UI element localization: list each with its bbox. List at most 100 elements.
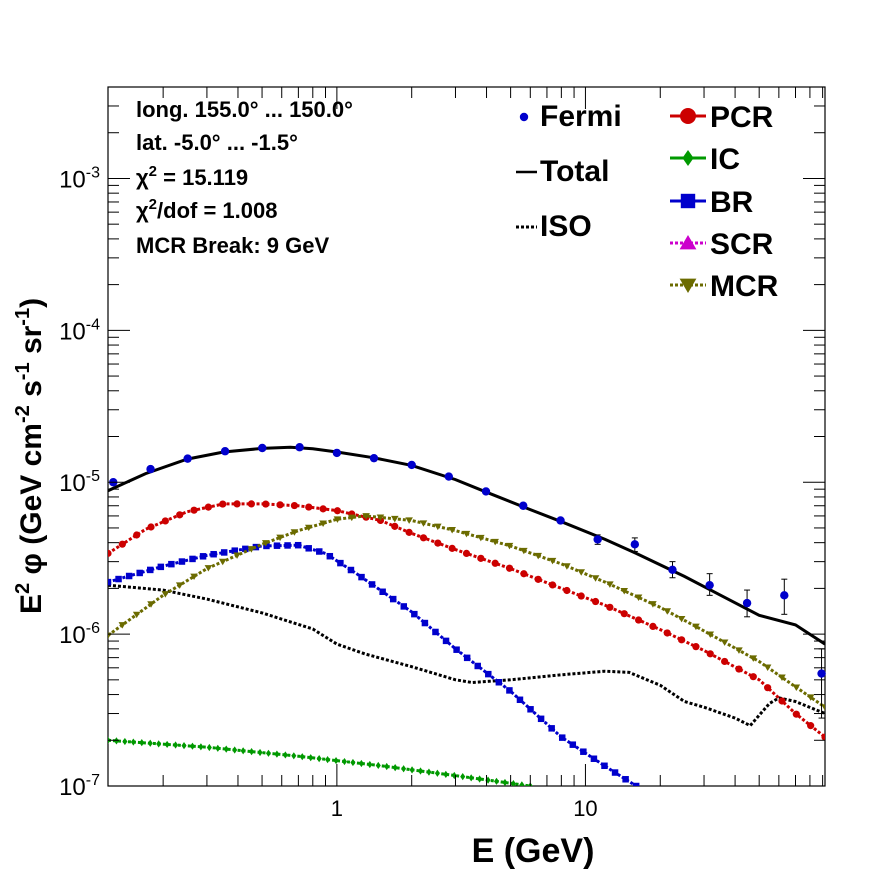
- series-marker-br: [421, 619, 429, 627]
- legend-item-mcr: MCR: [670, 270, 779, 303]
- series-marker-br: [601, 762, 608, 770]
- series-marker-br: [537, 715, 545, 723]
- series-marker-ic: [232, 746, 238, 754]
- series-marker-mcr: [591, 575, 600, 582]
- series-marker-br: [147, 566, 154, 574]
- series-marker-ic: [426, 768, 432, 776]
- series-marker-mcr: [304, 524, 313, 532]
- series-marker-mcr: [333, 516, 342, 523]
- fermi-point: [556, 516, 565, 525]
- series-marker-ic: [299, 753, 305, 761]
- series-marker-br: [548, 725, 555, 732]
- legend-label: Total: [540, 155, 609, 188]
- legend-marker: [679, 235, 697, 250]
- fermi-point: [332, 448, 342, 458]
- fermi-marker: [258, 443, 267, 453]
- series-marker-br: [442, 637, 450, 645]
- series-marker-mcr: [778, 674, 786, 681]
- series-marker-ic: [477, 775, 483, 783]
- series-marker-br: [284, 542, 291, 549]
- series-marker-ic: [502, 778, 508, 786]
- series-mcr: [108, 513, 825, 711]
- y-tick-label: 10-3: [59, 164, 100, 193]
- series-marker-mcr: [376, 514, 385, 522]
- legend-marker: [682, 150, 694, 166]
- series-marker-ic: [367, 760, 373, 769]
- series-marker-pcr: [147, 523, 155, 531]
- series-marker-br: [242, 545, 249, 553]
- series-marker-ic: [147, 739, 153, 747]
- series-marker-ic: [274, 750, 280, 758]
- series-marker-pcr: [735, 665, 743, 673]
- y-tick-label: 10-4: [59, 316, 100, 345]
- series-marker-pcr: [706, 650, 714, 658]
- series-marker-mcr: [132, 611, 141, 619]
- series-marker-mcr: [720, 639, 729, 646]
- series-marker-pcr: [721, 657, 729, 666]
- series-marker-br: [516, 696, 524, 704]
- fermi-point: [630, 537, 640, 552]
- fermi-marker: [630, 540, 640, 549]
- series-marker-mcr: [749, 655, 758, 662]
- series-marker-br: [231, 547, 239, 554]
- series-marker-pcr: [692, 643, 700, 651]
- series-marker-mcr: [491, 538, 499, 546]
- series-marker-br: [220, 549, 228, 556]
- info-box: long. 155.0° ... 150.0° lat. -5.0° ... -1…: [136, 97, 353, 258]
- series-br: [108, 541, 640, 786]
- series-marker-ic: [443, 770, 449, 778]
- y-tick-exponent: -7: [86, 772, 100, 789]
- legend-marker: [519, 112, 529, 122]
- fermi-point: [481, 487, 491, 496]
- series-marker-ic: [206, 743, 212, 752]
- fermi-marker: [220, 447, 230, 456]
- series-marker-mcr: [649, 601, 657, 608]
- x-tick-label: 10: [573, 796, 597, 821]
- fermi-point: [817, 648, 826, 719]
- fermi-marker: [668, 565, 677, 575]
- series-marker-pcr: [219, 500, 227, 508]
- series-marker-mcr: [462, 530, 471, 538]
- y-tick-label: 10-6: [59, 620, 100, 649]
- series-marker-mcr: [147, 601, 155, 608]
- fermi-marker: [481, 487, 491, 496]
- fermi-point: [295, 443, 304, 452]
- fermi-point: [668, 561, 677, 579]
- series-marker-mcr: [735, 647, 743, 654]
- legend-label: BR: [710, 186, 754, 219]
- legend-marker: [679, 278, 697, 293]
- series-marker-mcr: [362, 513, 370, 520]
- series-marker-mcr: [118, 622, 127, 629]
- series-marker-pcr: [276, 501, 284, 509]
- series-marker-br: [485, 670, 492, 678]
- fermi-point: [369, 453, 379, 463]
- series-marker-br: [527, 706, 534, 713]
- series-marker-mcr: [706, 631, 715, 638]
- series-marker-mcr: [405, 517, 413, 524]
- info-line: lat. -5.0° ... -1.5°: [136, 130, 298, 155]
- series-marker-pcr: [606, 603, 614, 611]
- fermi-point: [593, 534, 602, 545]
- y-tick-exponent: -3: [86, 164, 100, 181]
- legend-item-br: BR: [670, 186, 754, 219]
- series-marker-br: [580, 748, 587, 755]
- series-marker-pcr: [807, 722, 815, 730]
- series-marker-mcr: [175, 582, 184, 589]
- series-marker-mcr: [692, 623, 700, 631]
- y-tick-base: 10: [59, 318, 86, 345]
- series-marker-mcr: [606, 581, 614, 588]
- series-marker-pcr: [176, 511, 184, 519]
- series-marker-br: [389, 595, 397, 603]
- series-marker-mcr: [563, 563, 571, 570]
- series-marker-ic: [139, 739, 145, 747]
- series-marker-pcr: [419, 534, 428, 542]
- series-marker-mcr: [247, 546, 256, 553]
- series-marker-br: [326, 552, 334, 560]
- legend-item-total: Total: [516, 155, 609, 188]
- info-rest: /dof = 1.008: [157, 198, 277, 223]
- series-marker-pcr: [133, 531, 141, 539]
- legend-item-iso: ISO: [516, 210, 592, 243]
- series-marker-pcr: [491, 559, 499, 567]
- series-marker-mcr: [348, 514, 356, 522]
